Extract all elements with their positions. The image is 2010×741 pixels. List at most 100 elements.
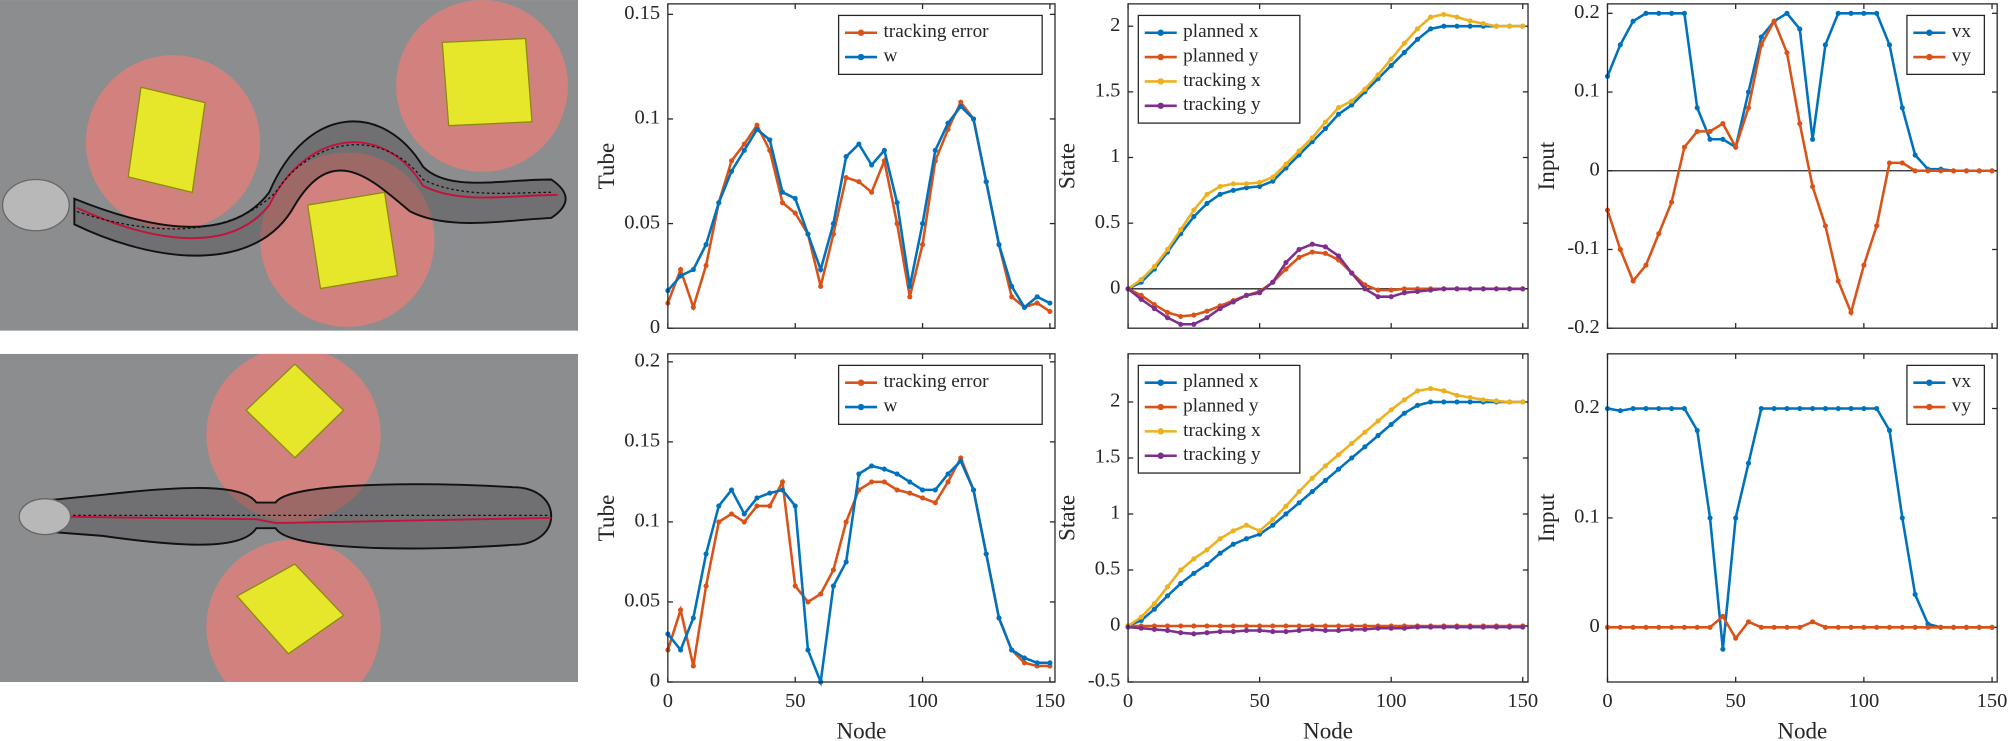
point <box>1414 388 1421 394</box>
legend-swatch-dot <box>1157 29 1164 36</box>
point <box>1938 168 1944 174</box>
point <box>1507 399 1513 405</box>
point <box>1669 199 1675 205</box>
point <box>1270 279 1276 285</box>
y-tick-label: 0.1 <box>635 510 661 532</box>
x-tick-label: 0 <box>1123 690 1133 712</box>
point <box>1375 294 1381 300</box>
point <box>754 495 760 501</box>
point <box>1899 105 1905 111</box>
point <box>830 567 836 573</box>
point <box>869 162 875 168</box>
point <box>1034 660 1040 666</box>
point <box>1886 427 1893 433</box>
point <box>1138 277 1144 283</box>
point <box>1257 179 1263 186</box>
point <box>1388 56 1394 62</box>
y-tick-label: 0.05 <box>624 590 660 612</box>
y-tick-label: 2 <box>1110 390 1120 412</box>
point <box>1835 278 1841 284</box>
point <box>1296 254 1302 260</box>
chart: 0 0.05 0.1 0.15 Tube tracking error w <box>593 2 1056 338</box>
point <box>1401 625 1407 631</box>
legend-label: vy <box>1952 395 1972 416</box>
point <box>1335 623 1342 629</box>
point <box>1912 152 1918 158</box>
point <box>1467 624 1473 630</box>
point <box>1243 627 1250 634</box>
point <box>1204 200 1210 207</box>
point <box>1204 191 1210 197</box>
legend-box <box>837 364 1043 425</box>
y-axis-label: State <box>1053 495 1079 541</box>
point <box>1021 655 1027 661</box>
legend-label: planned x <box>1183 21 1259 42</box>
point <box>932 147 938 153</box>
point <box>1283 266 1289 272</box>
point <box>1178 321 1184 327</box>
point <box>856 141 862 147</box>
point <box>690 267 696 273</box>
point <box>1520 399 1526 405</box>
point <box>1414 624 1421 630</box>
axes-box <box>1127 353 1529 683</box>
point <box>1283 161 1289 167</box>
point <box>1835 405 1841 412</box>
point <box>1797 405 1803 412</box>
point <box>703 551 709 557</box>
point <box>703 262 709 268</box>
point <box>1243 185 1250 191</box>
point <box>843 154 849 160</box>
point <box>754 126 760 132</box>
point <box>818 591 824 597</box>
chart: 0 0.1 0.2 0 50 100 150 Input Node vx vy <box>1533 353 2007 741</box>
point <box>792 583 798 589</box>
point <box>1428 385 1434 392</box>
point <box>1441 286 1447 292</box>
point <box>1720 646 1726 652</box>
point <box>1784 50 1790 56</box>
point <box>945 479 951 485</box>
point <box>1771 405 1777 412</box>
point <box>856 471 862 477</box>
point <box>1520 286 1526 292</box>
point <box>1335 253 1342 259</box>
y-axis-label: Input <box>1533 141 1559 190</box>
point <box>1270 522 1276 528</box>
point <box>678 273 684 279</box>
point <box>945 120 951 126</box>
point <box>1230 187 1236 193</box>
point <box>1835 624 1841 630</box>
point <box>1454 286 1460 292</box>
x-tick-label: 50 <box>785 690 806 712</box>
point <box>1771 624 1777 630</box>
y-tick-label: 0.5 <box>1095 211 1121 233</box>
point <box>958 99 964 105</box>
point <box>1441 388 1447 394</box>
point <box>1707 136 1713 142</box>
point <box>1283 511 1289 517</box>
point <box>1493 398 1499 404</box>
point <box>1204 547 1210 553</box>
point <box>1963 168 1969 174</box>
legend-label: tracking error <box>883 371 989 392</box>
point <box>1454 624 1460 630</box>
point <box>1217 305 1223 312</box>
point <box>1401 290 1407 296</box>
point <box>1178 630 1184 636</box>
point <box>1021 304 1027 310</box>
point <box>767 137 773 143</box>
point <box>1230 623 1236 629</box>
legend-swatch-dot <box>1926 53 1933 61</box>
point <box>1414 26 1421 32</box>
point <box>805 599 811 605</box>
point <box>1164 623 1171 629</box>
point <box>1822 405 1828 412</box>
point <box>1771 18 1777 24</box>
point <box>1217 550 1223 556</box>
point <box>1925 624 1931 630</box>
point <box>1617 246 1623 253</box>
point <box>1507 624 1513 630</box>
point <box>894 487 900 493</box>
legend-swatch-dot <box>1157 428 1164 435</box>
